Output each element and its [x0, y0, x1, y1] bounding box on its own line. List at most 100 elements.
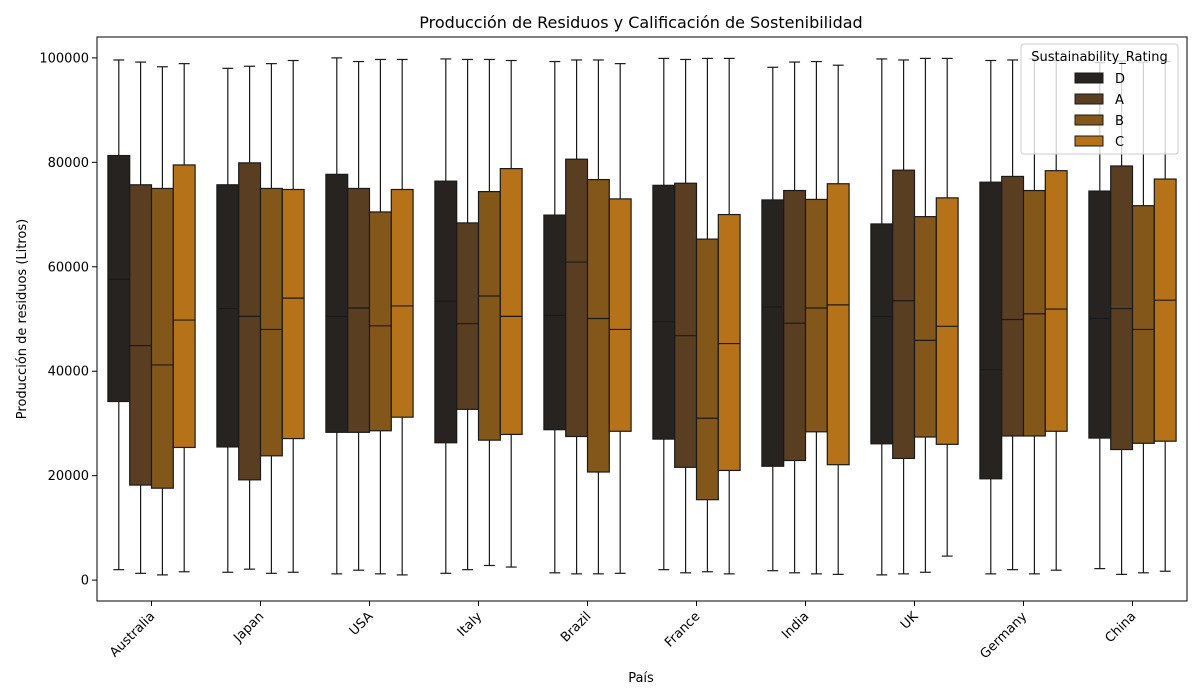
box-iqr — [259, 187, 283, 457]
legend-label-D: D — [1115, 72, 1125, 87]
box-C-Italy — [499, 59, 523, 568]
box-iqr — [325, 173, 349, 433]
x-axis: Australia Japan USA Italy Brazil France India U… — [107, 601, 1139, 662]
box-iqr — [674, 182, 698, 468]
box-D-Australia — [107, 59, 131, 571]
box-C-Australia — [172, 63, 196, 573]
box-iqr — [107, 154, 131, 403]
box-iqr — [347, 187, 371, 433]
box-C-France — [717, 57, 741, 575]
box-iqr — [761, 199, 785, 467]
legend-title: Sustainability_Rating — [1031, 50, 1167, 65]
y-axis: 0 20000 40000 60000 80000 100000 — [39, 51, 97, 589]
box-iqr — [390, 188, 414, 418]
box-iqr — [1131, 205, 1155, 444]
x-tick-label: USA — [347, 609, 377, 639]
box-iqr — [1088, 190, 1112, 439]
box-A-France — [674, 58, 698, 574]
box-iqr — [783, 189, 807, 462]
box-B-Italy — [477, 58, 501, 567]
plot-area — [107, 57, 1177, 576]
x-tick-label: Italy — [455, 609, 486, 640]
box-iqr — [129, 184, 153, 486]
box-iqr — [652, 184, 676, 440]
y-tick-label: 80000 — [48, 156, 89, 171]
x-tick-label: France — [662, 609, 703, 650]
box-iqr — [586, 178, 610, 473]
box-D-Italy — [434, 58, 458, 574]
x-tick-label: Australia — [107, 609, 158, 660]
box-B-Japan — [259, 63, 283, 574]
box-iqr — [565, 158, 589, 438]
box-D-Germany — [979, 59, 1003, 575]
chart-title: Producción de Residuos y Calificación de… — [419, 13, 862, 32]
box-iqr — [456, 222, 480, 410]
y-tick-label: 100000 — [39, 51, 89, 66]
y-tick-label: 60000 — [48, 260, 89, 275]
x-tick-label: UK — [898, 609, 922, 633]
x-tick-label: Japan — [230, 609, 267, 646]
box-C-UK — [935, 57, 959, 557]
x-tick-label: Brazil — [558, 609, 594, 645]
box-iqr — [892, 169, 916, 460]
box-D-USA — [325, 57, 349, 575]
box-B-Brazil — [586, 59, 610, 575]
box-iqr — [434, 180, 458, 444]
plot-frame — [96, 36, 1188, 602]
legend-swatch-A — [1074, 93, 1104, 105]
box-iqr — [543, 214, 567, 431]
legend-label-B: B — [1115, 114, 1124, 129]
box-D-France — [652, 57, 676, 571]
box-iqr — [1001, 175, 1025, 437]
box-iqr — [477, 190, 501, 441]
box-D-Brazil — [543, 60, 567, 574]
box-iqr — [913, 216, 937, 438]
box-iqr — [870, 223, 894, 445]
box-iqr — [935, 197, 959, 445]
legend-swatch-B — [1074, 114, 1104, 126]
box-C-India — [826, 64, 850, 575]
box-iqr — [1110, 165, 1134, 451]
box-iqr — [1153, 178, 1177, 442]
box-B-India — [804, 60, 828, 575]
box-A-Australia — [129, 61, 153, 574]
box-A-UK — [892, 59, 916, 575]
box-B-UK — [913, 57, 937, 573]
box-iqr — [826, 183, 850, 466]
y-tick-label: 0 — [81, 574, 89, 589]
box-C-China — [1153, 60, 1177, 572]
box-iqr — [979, 181, 1003, 480]
legend-label-C: C — [1115, 135, 1124, 150]
box-iqr — [608, 198, 632, 432]
box-iqr — [695, 238, 719, 501]
legend-swatch-D — [1074, 72, 1104, 84]
box-B-USA — [368, 58, 392, 575]
box-B-Australia — [150, 66, 174, 576]
x-tick-label: China — [1102, 609, 1139, 646]
box-C-Japan — [281, 59, 305, 573]
box-D-UK — [870, 58, 894, 576]
box-C-USA — [390, 58, 414, 576]
box-iqr — [281, 188, 305, 440]
x-tick-label: India — [779, 609, 812, 642]
y-tick-label: 20000 — [48, 469, 89, 484]
box-A-Brazil — [565, 59, 589, 575]
box-iqr — [499, 168, 523, 436]
box-iqr — [804, 198, 828, 433]
box-A-Germany — [1001, 59, 1025, 571]
box-C-Brazil — [608, 63, 632, 574]
box-A-Italy — [456, 58, 480, 571]
box-iqr — [368, 211, 392, 432]
y-axis-label: Producción de residuos (Litros) — [15, 219, 30, 419]
box-A-Japan — [238, 65, 262, 570]
box-iqr — [150, 187, 174, 489]
y-tick-label: 40000 — [48, 365, 89, 380]
box-iqr — [717, 213, 741, 472]
box-iqr — [1044, 170, 1068, 432]
box-D-Japan — [216, 67, 240, 573]
box-D-India — [761, 66, 785, 572]
legend-swatch-C — [1074, 135, 1104, 147]
box-iqr — [238, 162, 262, 481]
